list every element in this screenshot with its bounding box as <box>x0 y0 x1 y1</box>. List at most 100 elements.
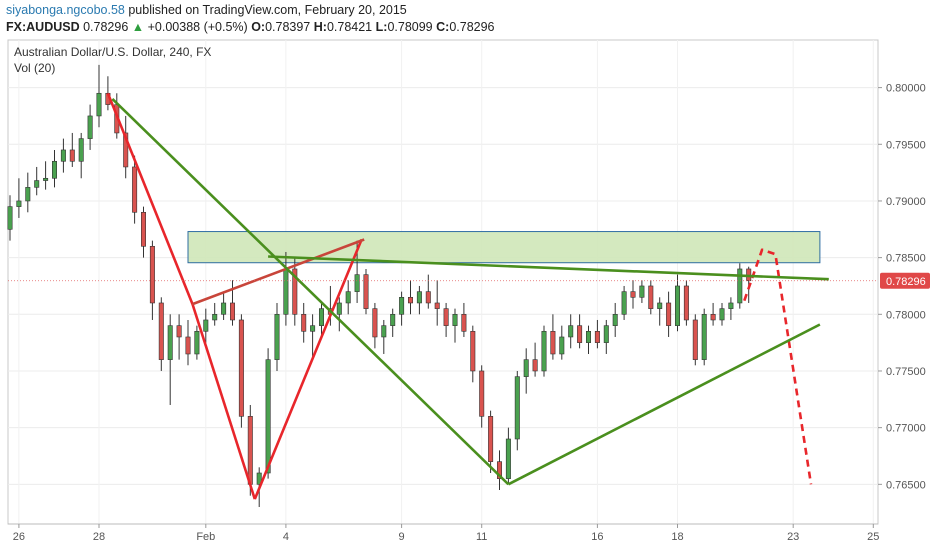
candle-body <box>416 291 422 304</box>
candle-body <box>43 177 49 181</box>
price-badge-layer: 0.78296 <box>8 272 930 289</box>
candle-body <box>336 302 342 315</box>
candle-body <box>310 325 316 332</box>
x-tick-label: 9 <box>399 531 405 543</box>
candle-body <box>577 325 583 343</box>
candle-body <box>461 314 467 332</box>
green-wedge-upper <box>111 97 510 486</box>
candles-layer <box>7 64 752 507</box>
candle-body <box>203 319 209 332</box>
red-w-leg-4 <box>192 238 365 306</box>
y-tick-label: 0.77000 <box>886 423 926 435</box>
candle-body <box>194 331 200 355</box>
quote-line: FX:AUDUSD 0.78296 ▲ +0.00388 (+0.5%) O:0… <box>6 20 495 34</box>
candle-body <box>51 160 57 179</box>
candle-body <box>692 319 698 360</box>
x-tick-label: 11 <box>476 531 487 543</box>
candle-body <box>238 319 244 417</box>
candle-body <box>719 308 725 321</box>
published-text: published on TradingView.com, February 2… <box>128 3 407 17</box>
candle-body <box>274 314 280 360</box>
candle-body <box>488 416 494 462</box>
x-tick-label: Feb <box>196 531 215 543</box>
candle-body <box>87 115 93 139</box>
candle-body <box>683 285 689 321</box>
candle-body <box>407 297 413 304</box>
candle-body <box>621 291 627 315</box>
candle-body <box>149 245 155 304</box>
candle-body <box>443 308 449 326</box>
candle-body <box>532 359 538 372</box>
low-value: 0.78099 <box>387 20 433 34</box>
last-price-badge-text: 0.78296 <box>886 276 926 288</box>
x-tick-label: 26 <box>13 531 25 543</box>
candle-body <box>167 325 173 360</box>
candle-body <box>292 268 298 315</box>
x-tick-label: 28 <box>93 531 105 543</box>
low-label: L: <box>375 20 388 34</box>
publish-line: siyabonga.ngcobo.58 published on Trading… <box>6 3 407 17</box>
price-change: +0.00388 (+0.5%) <box>147 20 248 34</box>
green-wedge-support <box>507 323 821 486</box>
candle-body <box>550 331 556 355</box>
close-label: C: <box>436 20 450 34</box>
candle-body <box>372 308 378 338</box>
candle-body <box>612 314 618 326</box>
volume-indicator-label: Vol (20) <box>14 61 55 75</box>
candle-body <box>648 285 654 309</box>
candle-body <box>96 92 102 117</box>
y-tick-label: 0.79000 <box>886 196 926 208</box>
y-tick-label: 0.78000 <box>886 309 926 321</box>
candle-body <box>657 302 663 309</box>
candle-body <box>132 166 138 213</box>
last-price: 0.78296 <box>83 20 129 34</box>
candle-body <box>541 331 547 372</box>
candle-body <box>221 302 227 315</box>
candle-body <box>425 291 431 304</box>
y-tick-label: 0.76500 <box>886 479 926 491</box>
red-w-leg-1 <box>106 92 194 305</box>
close-value: 0.78296 <box>449 20 495 34</box>
candle-body <box>354 274 360 292</box>
x-tick-label: 18 <box>671 531 683 543</box>
y-tick-label: 0.80000 <box>886 83 926 95</box>
candle-body <box>60 149 66 162</box>
candle-body <box>176 325 182 338</box>
author-link[interactable]: siyabonga.ngcobo.58 <box>6 3 125 17</box>
symbol: FX:AUDUSD <box>6 20 80 34</box>
candle-body <box>123 132 129 168</box>
candle-body <box>666 302 672 326</box>
x-tick-label: 25 <box>867 531 879 543</box>
candle-body <box>345 291 351 304</box>
candle-body <box>710 314 716 321</box>
candle-body <box>381 325 387 338</box>
red-w-leg-2 <box>191 303 257 500</box>
candle-body <box>399 297 405 315</box>
candle-body <box>185 336 191 355</box>
candle-body <box>603 325 609 343</box>
candle-body <box>639 285 645 298</box>
candle-body <box>265 359 271 474</box>
x-tick-label: 16 <box>591 531 603 543</box>
candle-body <box>212 314 218 321</box>
candle-body <box>452 314 458 326</box>
candle-body <box>514 376 520 440</box>
candle-body <box>25 187 31 202</box>
time-axis[interactable]: 26 28 Feb 4 9 11 16 18 23 25 <box>8 523 879 543</box>
price-chart[interactable]: 0.80000 0.79500 0.79000 0.78500 0.78000 0.775… <box>0 38 932 550</box>
candle-body <box>505 438 511 479</box>
candle-body <box>301 314 307 332</box>
candle-body <box>585 331 591 343</box>
price-axis[interactable]: 0.80000 0.79500 0.79000 0.78500 0.78000 0.775… <box>878 83 926 492</box>
candle-body <box>34 180 40 188</box>
candle-body <box>230 302 236 321</box>
header: siyabonga.ngcobo.58 published on Trading… <box>6 0 926 36</box>
candle-body <box>363 274 369 309</box>
candle-body <box>523 359 529 377</box>
candle-body <box>78 138 84 162</box>
last-price-badge <box>880 272 930 289</box>
up-arrow-icon: ▲ <box>131 20 145 34</box>
candle-body <box>247 416 253 485</box>
candle-body <box>318 308 324 326</box>
